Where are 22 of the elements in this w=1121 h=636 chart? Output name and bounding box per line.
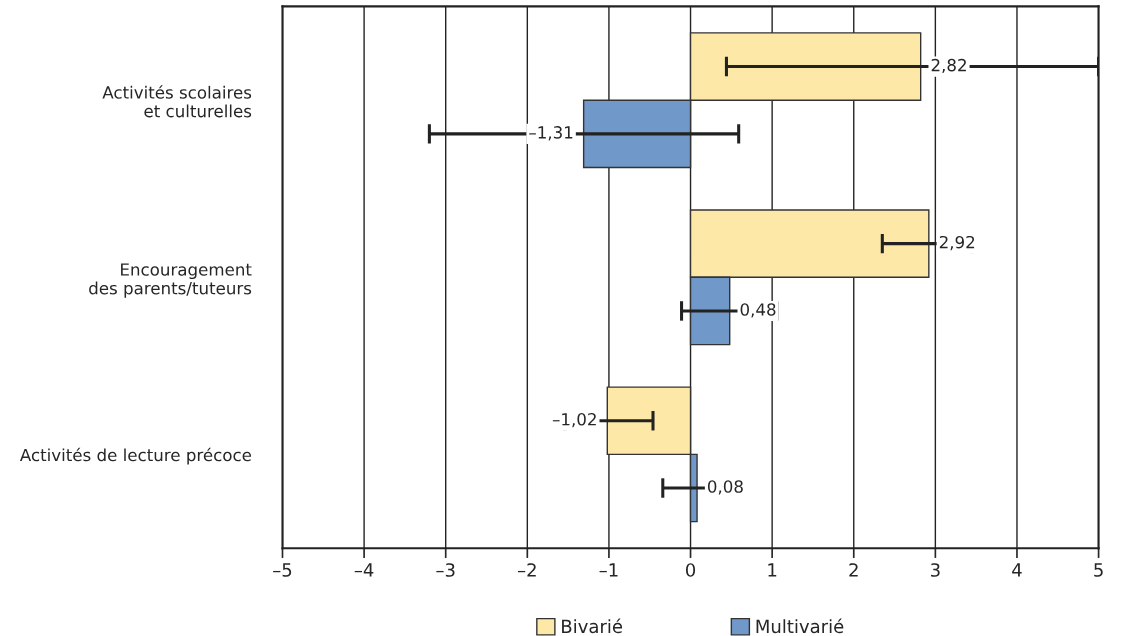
x-tick-label: 4 (1012, 563, 1022, 577)
x-tick-label: –4 (354, 563, 374, 577)
data-label: –1,31 (529, 126, 573, 141)
legend-label: Bivarié (562, 618, 623, 634)
x-tick-label: 3 (931, 563, 940, 577)
x-tick-label: –2 (517, 563, 536, 577)
data-label: 0,48 (740, 303, 776, 318)
y-tick-label: Activités scolaires et culturelles (102, 85, 252, 118)
x-tick-label: 0 (685, 563, 696, 577)
y-tick-label: Activités de lecture précoce (19, 447, 252, 465)
data-label: 2,92 (939, 235, 975, 251)
x-tick-label: –3 (436, 563, 455, 577)
x-tick-label: 2 (849, 563, 858, 577)
data-label: 0,08 (707, 480, 743, 495)
data-label: –1,02 (552, 412, 596, 428)
x-tick-label: –1 (599, 563, 618, 577)
x-tick-label: –5 (273, 563, 292, 577)
x-tick-label: 1 (768, 563, 777, 577)
y-tick-label: Encouragement des parents/tuteurs (89, 263, 252, 298)
legend-label: Multivarié (756, 618, 844, 634)
data-label: 2,82 (931, 58, 966, 74)
x-tick-label: 5 (1094, 563, 1103, 577)
